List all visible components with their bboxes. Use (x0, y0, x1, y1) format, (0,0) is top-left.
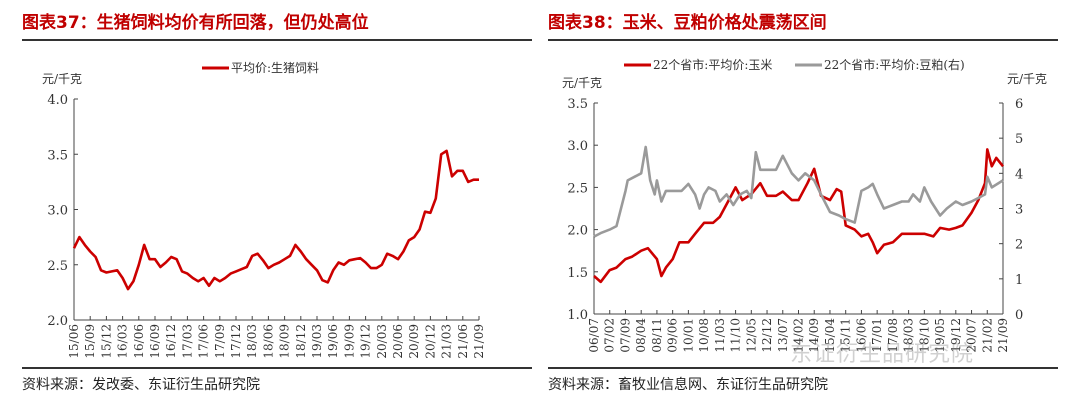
c1-x-tick-label: 16/06 (854, 318, 868, 353)
c0-x-tick-label: 15/06 (67, 324, 81, 359)
c0-y-tick-label: 2.0 (47, 314, 68, 329)
c0-x-tick-label: 15/09 (83, 324, 97, 359)
c1-y-right-tick-label: 0 (1015, 308, 1023, 323)
c0-x-tick-label: 15/12 (99, 324, 113, 359)
top-rule-left (22, 39, 532, 41)
c0-series-0-line (72, 149, 479, 291)
c1-x-tick-label: 06/07 (587, 318, 601, 353)
c0-y-tick-label: 3.5 (47, 148, 68, 163)
c1-x-tick-label: 21/09 (996, 318, 1010, 353)
c0-x-tick-label: 16/06 (132, 324, 146, 359)
c0-x-tick-label: 17/03 (180, 324, 194, 359)
c1-x-tick-label: 14/02 (792, 318, 806, 353)
c0-x-tick-label: 18/12 (294, 324, 308, 359)
c1-x-tick-label: 12/05 (744, 318, 758, 353)
c1-x-tick-label: 11/10 (729, 318, 743, 353)
c1-x-tick-label: 07/02 (603, 318, 617, 353)
c0-x-tick-label: 16/12 (164, 324, 178, 359)
c1-y-right-tick-label: 4 (1015, 167, 1023, 182)
c0-x-tick-label: 18/09 (278, 324, 292, 359)
c1-series-1-line (593, 145, 1004, 238)
c1-y-tick-label: 1.0 (567, 308, 588, 323)
source-note-left: 资料来源：发改委、东证衍生品研究院 (22, 377, 260, 393)
bottom-rule-left (22, 367, 532, 369)
c1-y-right-tick-label: 6 (1015, 97, 1023, 112)
c0-x-tick-label: 19/06 (326, 324, 340, 359)
chart-37-title: 图表37：生猪饲料均价有所回落，但仍处高位 (22, 13, 369, 33)
c1-legend-label-0: 22个省市:平均价:玉米 (653, 57, 772, 72)
c1-x-tick-label: 21/02 (980, 318, 994, 353)
c0-x-tick-label: 20/03 (375, 324, 389, 359)
c1-y-right-tick-label: 5 (1015, 132, 1023, 147)
c0-x-tick-label: 20/09 (407, 324, 421, 359)
c0-x-tick-label: 19/12 (359, 324, 373, 359)
c1-y-right-unit: 元/千克 (1007, 72, 1047, 86)
c1-y-tick-label: 1.5 (567, 266, 588, 281)
c1-y-unit: 元/千克 (562, 76, 602, 90)
c0-y-tick-label: 4.0 (47, 93, 68, 108)
c1-x-tick-label: 12/12 (760, 318, 774, 353)
c1-x-tick-label: 11/03 (713, 318, 727, 353)
c1-y-right-tick-label: 3 (1015, 203, 1023, 218)
c0-x-tick-label: 20/06 (391, 324, 405, 359)
c0-x-tick-label: 16/03 (116, 324, 130, 359)
c1-x-tick-label: 15/04 (823, 318, 837, 353)
c1-x-tick-label: 19/05 (933, 318, 947, 353)
c0-x-tick-label: 16/09 (148, 324, 162, 359)
c0-y-tick-label: 3.0 (47, 204, 68, 219)
watermark: 东证衍生品研究院 (790, 342, 975, 367)
c0-x-tick-label: 17/09 (213, 324, 227, 359)
c1-y-tick-label: 3.0 (567, 139, 588, 154)
c0-x-tick-label: 21/06 (456, 324, 470, 359)
c1-y-tick-label: 3.5 (567, 97, 588, 112)
c1-y-right-tick-label: 1 (1015, 273, 1023, 288)
c1-y-tick-label: 2.0 (567, 224, 588, 239)
c0-x-tick-label: 17/06 (197, 324, 211, 359)
c0-x-tick-label: 19/03 (310, 324, 324, 359)
c1-y-right-tick-label: 2 (1015, 238, 1023, 253)
c0-x-tick-label: 19/09 (342, 324, 356, 359)
top-rule-right (548, 39, 1058, 41)
c1-x-tick-label: 14/09 (807, 318, 821, 353)
c1-x-tick-label: 17/01 (870, 318, 884, 353)
c1-series-0-line (593, 148, 1005, 284)
c1-x-tick-label: 08/11 (650, 318, 664, 353)
c1-x-tick-label: 17/08 (886, 318, 900, 353)
c1-x-tick-label: 20/07 (965, 318, 979, 353)
c0-y-tick-label: 2.5 (47, 259, 68, 274)
c1-legend-label-1: 22个省市:平均价:豆粕(右) (824, 57, 965, 72)
chart-38-title: 图表38：玉米、豆粕价格处震荡区间 (548, 13, 827, 33)
c1-x-tick-label: 19/12 (949, 318, 963, 353)
c0-legend-label-0: 平均价:生猪饲料 (231, 61, 319, 75)
c0-y-unit: 元/千克 (42, 72, 82, 86)
c1-x-tick-label: 18/03 (902, 318, 916, 353)
c1-y-tick-label: 2.5 (567, 181, 588, 196)
source-note-right: 资料来源：畜牧业信息网、东证衍生品研究院 (548, 377, 828, 393)
c1-x-tick-label: 08/04 (634, 318, 648, 353)
c0-x-tick-label: 21/03 (440, 324, 454, 359)
c1-x-tick-label: 10/01 (681, 318, 695, 353)
bottom-rule-right (548, 367, 1058, 369)
c0-x-tick-label: 17/12 (229, 324, 243, 359)
c1-x-tick-label: 09/06 (666, 318, 680, 353)
c0-x-tick-label: 18/06 (261, 324, 275, 359)
c0-x-tick-label: 21/09 (472, 324, 486, 359)
c1-x-tick-label: 15/11 (839, 318, 853, 353)
c1-x-tick-label: 07/09 (618, 318, 632, 353)
c1-x-tick-label: 18/10 (917, 318, 931, 353)
c1-x-tick-label: 13/07 (776, 318, 790, 353)
c0-x-tick-label: 18/03 (245, 324, 259, 359)
c0-x-tick-label: 20/12 (423, 324, 437, 359)
c1-x-tick-label: 10/08 (697, 318, 711, 353)
